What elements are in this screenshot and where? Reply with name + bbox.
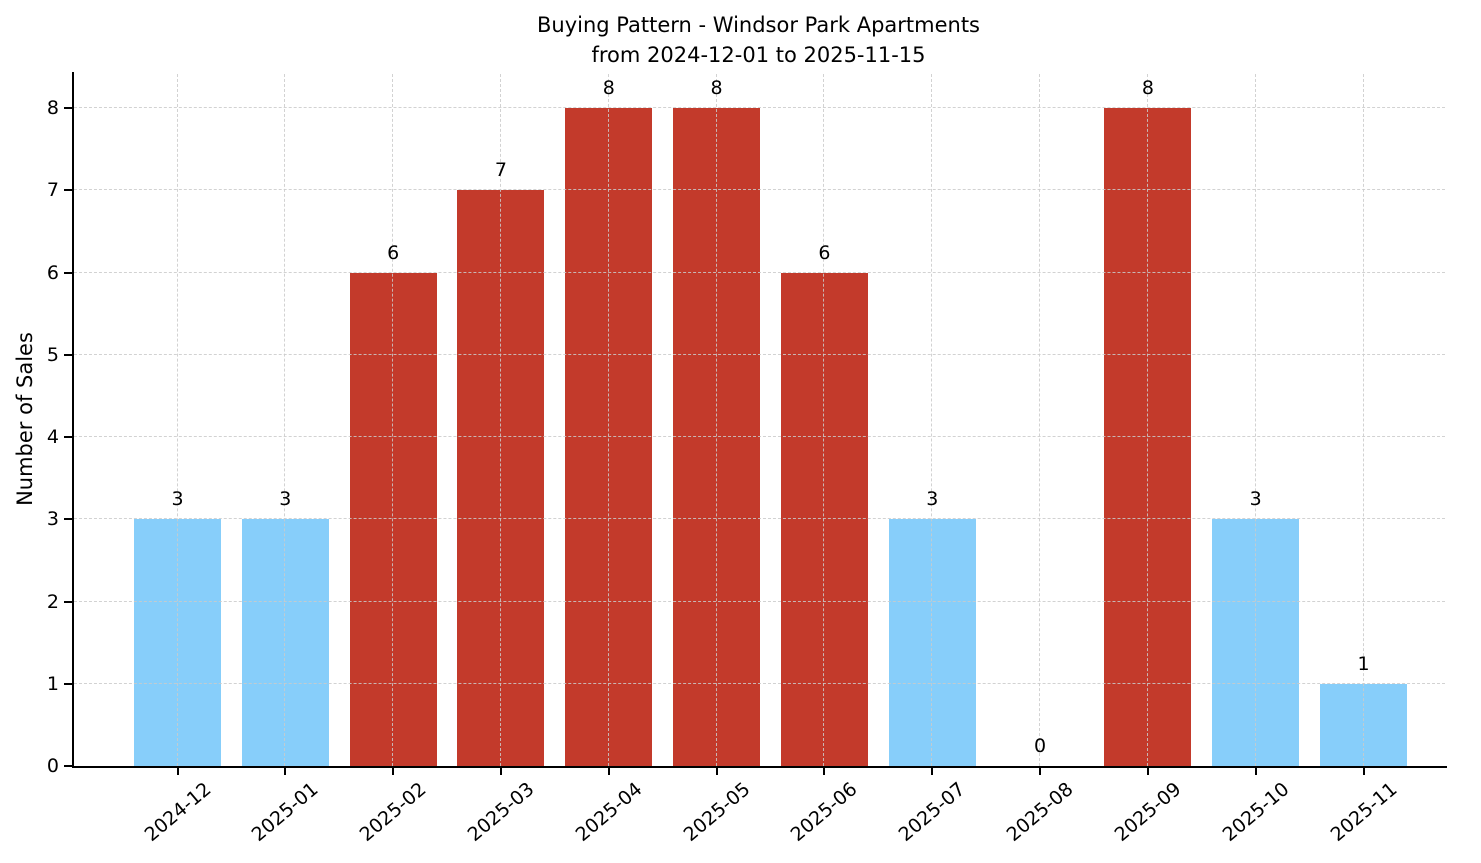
gridline-v-2025-05 — [715, 74, 717, 766]
x-tick-2025-09 — [1146, 768, 1149, 775]
bar-2025-11 — [1320, 683, 1408, 766]
gridline-v-2025-06 — [823, 74, 825, 766]
y-tick-label-3: 3 — [46, 508, 59, 531]
x-tick-2025-05 — [715, 768, 718, 775]
x-tick-label-2025-07: 2025-07 — [894, 778, 970, 846]
x-tick-label-2025-06: 2025-06 — [786, 778, 862, 846]
gridline-v-2025-09 — [1146, 74, 1148, 766]
gridline-v-2025-01 — [284, 74, 286, 766]
x-tick-label-2025-08: 2025-08 — [1002, 778, 1078, 846]
x-tick-label-2025-04: 2025-04 — [571, 778, 647, 846]
bar-value-label-2024-12: 3 — [171, 488, 184, 511]
x-tick-2025-08 — [1039, 768, 1042, 775]
x-tick-label-2025-09: 2025-09 — [1110, 778, 1186, 846]
bar-value-label-2025-06: 6 — [818, 241, 831, 264]
gridline-v-2025-02 — [392, 74, 394, 766]
gridline-h-5 — [74, 353, 1445, 355]
bar-2025-03 — [457, 190, 545, 766]
x-tick-2025-03 — [499, 768, 502, 775]
bar-value-label-2025-05: 8 — [710, 77, 723, 99]
y-tick-label-7: 7 — [46, 179, 59, 202]
bar-value-label-2025-07: 3 — [926, 488, 939, 511]
bar-value-label-2025-01: 3 — [279, 488, 292, 511]
gridline-h-7 — [74, 189, 1445, 191]
x-tick-2024-12 — [176, 768, 179, 775]
gridline-h-6 — [74, 271, 1445, 273]
gridline-v-2025-04 — [607, 74, 609, 766]
y-tick-3 — [64, 518, 72, 521]
bar-value-label-2025-08: 0 — [1034, 735, 1047, 757]
x-tick-2025-02 — [392, 768, 395, 775]
x-tick-2025-06 — [823, 768, 826, 775]
x-tick-label-2025-02: 2025-02 — [355, 778, 431, 846]
gridline-h-8 — [74, 107, 1445, 108]
y-tick-5 — [64, 353, 72, 356]
y-tick-label-1: 1 — [46, 672, 59, 695]
y-axis-label: Number of Sales — [13, 332, 37, 506]
chart-title: Buying Pattern - Windsor Park Apartments… — [72, 10, 1445, 70]
gridline-h-1 — [74, 682, 1445, 684]
y-tick-7 — [64, 189, 72, 192]
gridline-v-2025-08 — [1039, 74, 1041, 766]
y-tick-4 — [64, 436, 72, 438]
x-tick-2025-04 — [607, 768, 610, 775]
chart-title-line2: from 2024-12-01 to 2025-11-15 — [591, 43, 926, 67]
gridline-h-3 — [74, 518, 1445, 520]
bar-2025-09 — [1104, 108, 1192, 766]
bar-value-label-2025-10: 3 — [1249, 488, 1262, 511]
x-tick-label-2025-03: 2025-03 — [463, 778, 539, 846]
y-tick-label-4: 4 — [46, 426, 59, 448]
bar-2025-02 — [349, 272, 437, 766]
gridline-v-2024-12 — [176, 74, 178, 766]
x-tick-label-2024-12: 2024-12 — [140, 778, 215, 846]
y-tick-label-6: 6 — [46, 261, 59, 284]
x-tick-2025-11 — [1362, 768, 1365, 775]
gridline-v-2025-11 — [1362, 74, 1364, 766]
bar-2025-06 — [780, 272, 868, 766]
bar-value-label-2025-02: 6 — [387, 241, 400, 264]
y-tick-2 — [64, 600, 72, 603]
y-tick-0 — [64, 765, 72, 767]
gridline-v-2025-03 — [499, 74, 501, 766]
x-tick-label-2025-10: 2025-10 — [1218, 778, 1294, 846]
bar-value-label-2025-11: 1 — [1357, 652, 1370, 675]
chart-title-line1: Buying Pattern - Windsor Park Apartments — [537, 13, 980, 37]
x-tick-label-2025-11: 2025-11 — [1326, 778, 1401, 846]
x-tick-label-2025-05: 2025-05 — [679, 778, 755, 846]
gridline-v-2025-07 — [931, 74, 933, 766]
y-tick-label-5: 5 — [46, 343, 59, 366]
x-tick-2025-01 — [284, 768, 287, 775]
bar-value-label-2025-03: 7 — [494, 159, 507, 182]
gridline-h-4 — [74, 436, 1445, 437]
bar-value-label-2025-04: 8 — [602, 77, 615, 99]
x-tick-2025-07 — [931, 768, 934, 775]
bar-2025-01 — [241, 519, 329, 766]
x-tick-label-2025-01: 2025-01 — [247, 778, 323, 846]
y-tick-label-0: 0 — [46, 755, 59, 777]
y-tick-1 — [64, 682, 72, 685]
y-tick-label-8: 8 — [46, 97, 59, 119]
bar-2025-04 — [565, 108, 653, 766]
bar-2025-05 — [673, 108, 761, 766]
bar-2025-10 — [1212, 519, 1300, 766]
x-tick-2025-10 — [1254, 768, 1257, 775]
bar-2025-07 — [888, 519, 976, 766]
bar-value-label-2025-09: 8 — [1141, 77, 1154, 99]
y-tick-label-2: 2 — [46, 590, 59, 613]
gridline-v-2025-10 — [1254, 74, 1256, 766]
gridline-h-2 — [74, 600, 1445, 602]
bar-2024-12 — [134, 519, 221, 766]
y-tick-8 — [64, 107, 72, 109]
y-tick-6 — [64, 271, 72, 274]
